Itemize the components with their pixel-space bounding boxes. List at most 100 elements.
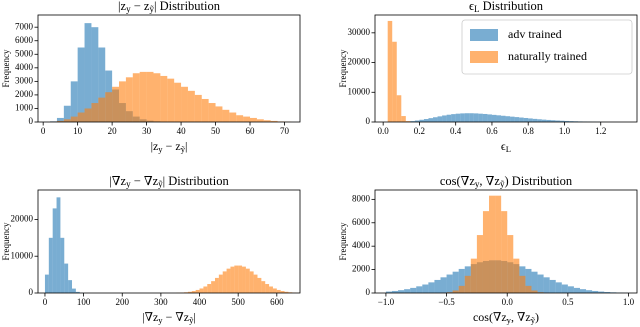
histogram-bar xyxy=(555,120,560,122)
histogram-bar xyxy=(243,116,251,122)
x-tick-label: 60 xyxy=(246,126,256,136)
histogram-bar xyxy=(401,116,406,122)
histogram-bar xyxy=(139,71,147,122)
histogram-bar xyxy=(514,117,520,122)
histogram-bar xyxy=(199,288,204,293)
histogram-bar xyxy=(598,291,605,293)
histogram-bar xyxy=(464,275,471,293)
histogram-bar xyxy=(276,289,281,293)
chart-title: cos(∇zy​, ∇zỹ​) Distribution xyxy=(440,174,573,189)
histogram-bar xyxy=(112,86,120,122)
histogram-bar xyxy=(398,290,405,293)
x-axis-label: |zy​ − zỹ​| xyxy=(151,139,188,154)
histogram-bar xyxy=(451,114,456,122)
histogram-bar xyxy=(68,280,73,293)
x-tick-label: 0.6 xyxy=(486,126,498,136)
histogram-bar xyxy=(405,121,411,122)
legend-swatch xyxy=(470,29,498,41)
histogram-bar xyxy=(280,291,285,293)
histogram-bar xyxy=(416,286,423,293)
x-tick-label: 10 xyxy=(73,126,83,136)
histogram-bar xyxy=(272,288,277,293)
histogram-bar xyxy=(257,277,262,293)
histogram-bar xyxy=(387,20,393,122)
histogram-bar xyxy=(458,268,465,293)
x-axis-label: |∇zy​ − ∇zỹ​| xyxy=(142,310,196,325)
histogram-bar xyxy=(525,285,532,293)
histogram-bar xyxy=(437,116,443,122)
x-tick-label: 100 xyxy=(77,297,91,307)
histogram-bar xyxy=(559,120,565,122)
x-tick-label: 20 xyxy=(108,126,118,136)
y-axis-label: Frequency xyxy=(1,49,11,87)
y-tick-label: 20000 xyxy=(348,57,371,67)
histogram-bar xyxy=(242,266,246,293)
legend-swatch xyxy=(470,51,498,63)
plot-area xyxy=(50,23,292,122)
histogram-bar xyxy=(77,47,85,122)
histogram-bar xyxy=(211,281,215,293)
histogram-bar xyxy=(207,284,212,293)
histogram-bar xyxy=(410,121,415,122)
y-tick-label: 6000 xyxy=(15,35,34,45)
x-tick-label: 30 xyxy=(142,126,152,136)
y-tick-label: 30000 xyxy=(348,27,371,37)
legend-label: naturally trained xyxy=(508,49,587,63)
histogram-bar xyxy=(579,289,587,293)
histogram-bar xyxy=(226,268,231,293)
histogram-bar xyxy=(191,291,196,293)
y-tick-label: 10000 xyxy=(348,86,371,96)
x-tick-label: 70 xyxy=(280,126,290,136)
histogram-bar xyxy=(284,291,289,293)
histogram-bar xyxy=(56,117,64,122)
plot-area xyxy=(44,197,300,293)
histogram-bar xyxy=(187,291,192,293)
histogram-bar xyxy=(523,117,529,122)
x-tick-label: 600 xyxy=(270,297,284,307)
legend-box xyxy=(461,19,633,75)
histogram-bar xyxy=(531,290,538,293)
chart-title: |zy​ − zỹ​| Distribution xyxy=(118,0,221,14)
histogram-bar xyxy=(263,120,271,122)
histogram-bar xyxy=(550,120,556,122)
x-tick-label: 0.5 xyxy=(562,297,574,307)
x-tick-label: 0.0 xyxy=(502,297,514,307)
histogram-bar xyxy=(249,271,254,293)
x-axis-label: cos(∇zy​, ∇zỹ​) xyxy=(473,310,539,325)
histogram-bar xyxy=(487,114,492,122)
histogram-bar xyxy=(214,277,219,293)
chart-title: ϵL​ Distribution xyxy=(469,0,544,14)
histogram-bar xyxy=(422,284,429,293)
histogram-bar xyxy=(72,288,76,293)
y-tick-label: 10000 xyxy=(11,250,34,260)
histogram-bar xyxy=(234,265,239,293)
histogram-bar xyxy=(537,274,544,293)
histogram-bar xyxy=(428,118,434,122)
histogram-bar xyxy=(446,274,453,293)
histogram-bar xyxy=(482,211,490,293)
histogram-bar xyxy=(543,277,550,293)
histogram-bar xyxy=(496,115,502,122)
histogram-bar xyxy=(215,106,223,122)
axes-frame xyxy=(374,14,638,123)
histogram-bar xyxy=(519,117,524,122)
x-tick-label: −0.5 xyxy=(438,297,455,307)
histogram-bar xyxy=(91,103,99,122)
histogram-bar xyxy=(125,77,133,122)
histogram-bar xyxy=(505,116,511,122)
histogram-bar xyxy=(555,282,562,293)
histogram-bar xyxy=(245,268,250,293)
histogram-bar xyxy=(48,237,53,293)
histogram-bar xyxy=(44,274,49,293)
histogram-bar xyxy=(238,265,243,293)
histogram-bar xyxy=(160,75,168,122)
histogram-bar xyxy=(473,113,479,122)
histogram-bar xyxy=(236,115,244,122)
histogram-bar xyxy=(56,120,64,122)
x-tick-label: 0.2 xyxy=(414,126,425,136)
histogram-bar xyxy=(434,279,441,293)
y-tick-label: 8000 xyxy=(352,193,371,203)
histogram-bar xyxy=(561,284,568,293)
